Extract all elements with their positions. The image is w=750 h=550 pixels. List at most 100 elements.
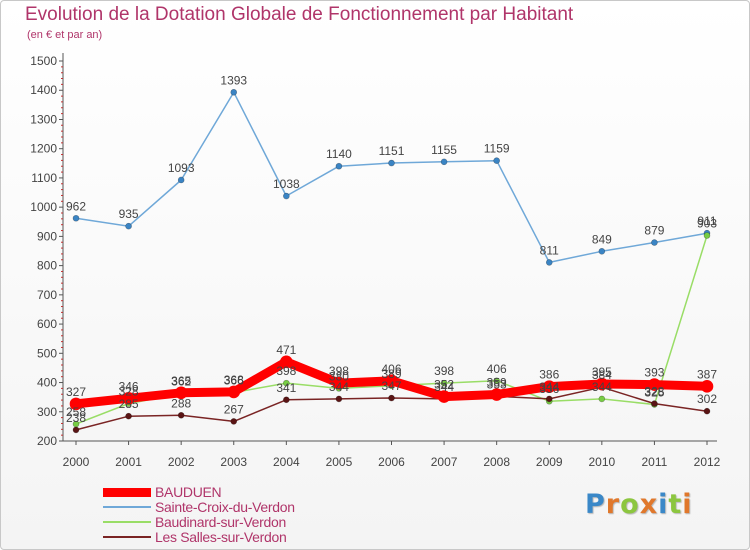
data-label-3: 344: [329, 380, 349, 394]
data-label-1: 1151: [379, 144, 405, 158]
x-tick-label: 2001: [115, 455, 142, 469]
x-tick-label: 2008: [483, 455, 510, 469]
data-label-2: 903: [697, 217, 717, 231]
legend-label-les-salles: Les Salles-sur-Verdon: [155, 529, 287, 545]
series-point-1: [388, 159, 395, 167]
series-point-3: [177, 411, 185, 419]
series-point-2: [703, 232, 711, 239]
x-tick-label: 2004: [273, 455, 300, 469]
data-label-3: 238: [66, 411, 86, 425]
x-tick-label: 2006: [378, 455, 405, 469]
data-label-0: 368: [224, 373, 244, 387]
y-tick-label: 1200: [30, 142, 57, 156]
chart-series-lines: [69, 88, 714, 434]
legend-swatch-bauduen: [103, 488, 151, 497]
chart-axes: 200 300 400 500 600 700 800 900 1000 1100 1200 1300…: [30, 53, 721, 469]
x-tick-label: 2010: [588, 455, 615, 469]
data-label-0: 352: [434, 378, 454, 392]
chart-title: Evolution de la Dotation Globale de Fonc…: [25, 4, 574, 25]
series-point-0: [69, 397, 83, 411]
x-tick-label: 2003: [220, 455, 247, 469]
data-label-0: 471: [276, 343, 296, 357]
series-point-0: [595, 377, 609, 391]
y-tick-label: 700: [37, 288, 57, 302]
legend-swatch-sainte-croix: [103, 506, 151, 508]
legend-item-sainte-croix: Sainte-Croix-du-Verdon: [103, 499, 403, 515]
data-label-0: 386: [539, 368, 559, 382]
data-label-2: 344: [592, 380, 612, 394]
series-point-1: [177, 176, 185, 184]
legend-swatch-les-salles: [103, 536, 151, 538]
data-label-1: 1155: [431, 143, 457, 157]
series-point-1: [651, 239, 658, 246]
data-label-2: 366: [224, 373, 244, 387]
series-point-3: [651, 400, 658, 407]
y-tick-label: 800: [37, 259, 57, 273]
y-tick-label: 1400: [30, 83, 57, 97]
y-tick-label: 400: [37, 376, 57, 390]
logo-letter: r: [605, 489, 621, 520]
chart-legend: BAUDUEN Sainte-Croix-du-Verdon Baudinard…: [103, 484, 403, 545]
series-point-1: [283, 192, 290, 200]
legend-item-bauduen: BAUDUEN: [103, 484, 403, 500]
series-point-3: [703, 407, 711, 415]
legend-item-les-salles: Les Salles-sur-Verdon: [103, 529, 403, 545]
logo-letter: P: [585, 489, 606, 520]
data-label-1: 1093: [168, 161, 195, 175]
data-label-2: 336: [539, 382, 559, 396]
series-point-0: [490, 388, 503, 401]
y-tick-label: 300: [37, 405, 57, 419]
series-point-1: [545, 259, 553, 266]
y-tick-label: 1000: [30, 200, 57, 214]
series-line-1: [75, 91, 708, 264]
series-point-3: [125, 412, 132, 420]
x-tick-label: 2000: [63, 455, 90, 469]
y-tick-label: 600: [37, 317, 57, 331]
series-point-0: [648, 378, 661, 391]
data-label-1: 962: [66, 199, 86, 213]
data-label-0: 387: [697, 367, 717, 381]
data-label-3: 285: [119, 397, 139, 411]
x-tick-label: 2007: [431, 455, 458, 469]
data-label-3: 328: [644, 385, 664, 399]
x-tick-label: 2002: [168, 455, 195, 469]
legend-label-sainte-croix: Sainte-Croix-du-Verdon: [155, 499, 295, 515]
data-label-1: 1038: [273, 177, 300, 191]
legend-swatch-baudinard: [103, 521, 151, 523]
y-tick-label: 1500: [30, 54, 57, 68]
y-tick-label: 1300: [30, 112, 57, 126]
proxiti-logo: Proxiti: [585, 489, 693, 520]
series-point-1: [598, 247, 606, 255]
data-label-0: 327: [66, 385, 86, 399]
data-label-2: 398: [434, 364, 454, 378]
series-point-0: [700, 380, 714, 393]
series-point-0: [227, 385, 241, 399]
logo-letter: o: [620, 489, 640, 520]
y-tick-label: 900: [37, 229, 57, 243]
series-point-3: [335, 395, 343, 403]
data-label-1: 879: [644, 224, 664, 238]
data-label-0: 393: [644, 366, 664, 380]
data-label-3: 267: [224, 402, 244, 416]
data-label-0: 406: [381, 362, 401, 376]
data-label-2: 389: [381, 367, 401, 381]
data-label-1: 811: [540, 243, 559, 257]
data-label-2: 398: [276, 364, 296, 378]
logo-letter: i: [682, 489, 693, 520]
series-point-3: [230, 418, 238, 425]
data-label-2: 406: [487, 362, 507, 376]
series-point-0: [542, 380, 556, 393]
data-label-0: 398: [329, 364, 349, 378]
data-label-0: 359: [487, 376, 507, 390]
logo-letter: t: [668, 489, 683, 520]
series-point-0: [280, 355, 293, 369]
series-point-0: [437, 390, 451, 403]
data-label-3: 302: [697, 392, 717, 406]
series-point-1: [493, 157, 500, 164]
data-label-0: 395: [592, 365, 612, 379]
data-label-3: 344: [539, 380, 559, 394]
logo-letter: i: [658, 489, 669, 520]
series-point-3: [72, 426, 80, 434]
legend-item-baudinard: Baudinard-sur-Verdon: [103, 514, 403, 530]
